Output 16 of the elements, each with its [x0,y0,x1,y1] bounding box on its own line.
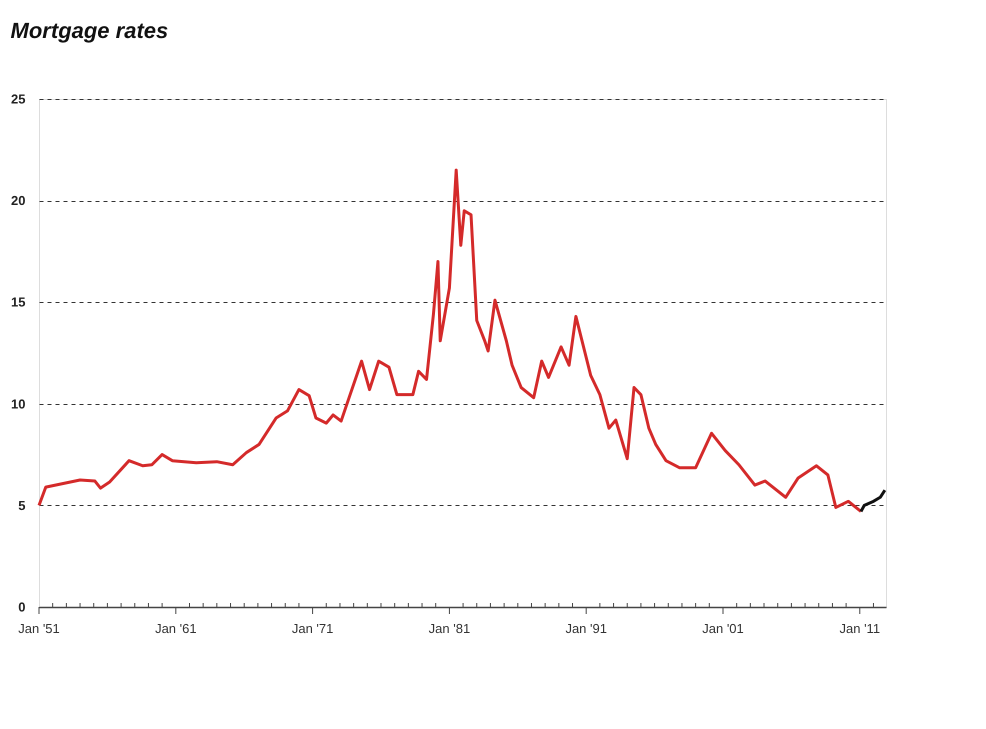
x-tick-label: Jan '81 [428,621,470,636]
y-tick-label: 5 [18,498,26,513]
y-tick-label: 25 [11,92,26,106]
x-tick-label: Jan '71 [292,621,334,636]
line-series [38,168,862,513]
x-tick-label: Jan '61 [155,621,197,636]
y-tick-label: 20 [11,193,26,208]
x-tick-label: Jan '51 [18,621,60,636]
x-tick-label: Jan '01 [702,621,744,636]
y-tick-label: 15 [11,294,26,310]
x-tick-label: Jan '91 [565,621,607,636]
y-tick-label: 0 [18,600,26,614]
x-tick-label: Jan '11 [840,621,880,636]
line-series [859,488,886,513]
y-tick-label: 10 [11,396,26,412]
chart-title: Mortgage rates [10,18,168,43]
